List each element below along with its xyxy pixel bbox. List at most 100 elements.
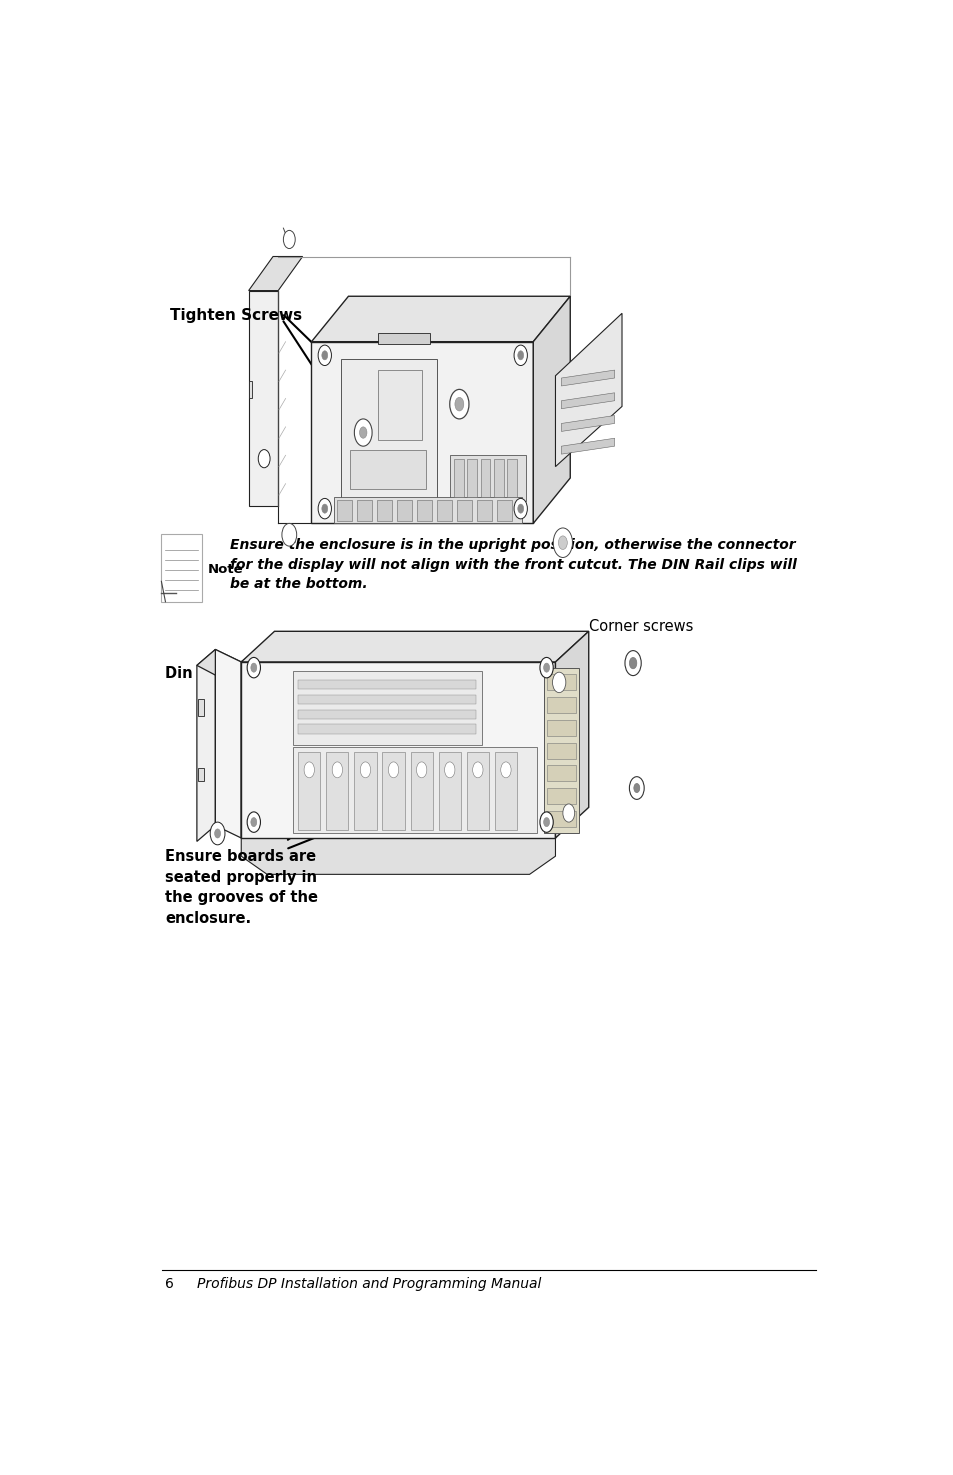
Polygon shape	[467, 459, 476, 497]
Polygon shape	[298, 709, 476, 718]
Circle shape	[629, 658, 636, 668]
Polygon shape	[298, 724, 476, 733]
Circle shape	[258, 450, 270, 468]
Circle shape	[500, 763, 511, 777]
Text: Corner screws: Corner screws	[588, 618, 693, 634]
Circle shape	[543, 664, 549, 673]
Circle shape	[629, 777, 643, 799]
Polygon shape	[560, 438, 614, 454]
Polygon shape	[494, 459, 503, 497]
Polygon shape	[466, 752, 488, 830]
Polygon shape	[341, 358, 436, 500]
Polygon shape	[241, 631, 588, 662]
Polygon shape	[350, 450, 426, 490]
Circle shape	[214, 829, 220, 838]
Polygon shape	[215, 649, 241, 838]
Text: Note: Note	[208, 562, 243, 575]
Polygon shape	[533, 296, 570, 524]
Polygon shape	[438, 752, 460, 830]
Circle shape	[247, 811, 260, 832]
Polygon shape	[311, 342, 533, 524]
Polygon shape	[450, 456, 525, 500]
Circle shape	[321, 504, 328, 513]
Polygon shape	[196, 649, 241, 678]
Circle shape	[251, 817, 256, 826]
Polygon shape	[357, 500, 372, 521]
Polygon shape	[241, 838, 555, 875]
Circle shape	[210, 822, 225, 845]
Circle shape	[624, 650, 640, 676]
Polygon shape	[416, 500, 432, 521]
Polygon shape	[298, 695, 476, 704]
Polygon shape	[507, 459, 517, 497]
Polygon shape	[555, 313, 621, 466]
Polygon shape	[293, 671, 481, 745]
Polygon shape	[382, 752, 404, 830]
Polygon shape	[480, 459, 490, 497]
Polygon shape	[241, 645, 555, 679]
Polygon shape	[546, 674, 576, 690]
Circle shape	[558, 535, 567, 550]
Polygon shape	[293, 748, 537, 833]
Polygon shape	[454, 459, 463, 497]
Circle shape	[517, 504, 523, 513]
Polygon shape	[546, 742, 576, 758]
Polygon shape	[544, 668, 578, 833]
Polygon shape	[495, 752, 517, 830]
Polygon shape	[249, 382, 252, 398]
Polygon shape	[196, 649, 215, 841]
Polygon shape	[497, 500, 512, 521]
Circle shape	[553, 528, 572, 558]
Polygon shape	[241, 645, 267, 838]
Polygon shape	[198, 767, 204, 782]
Text: Profibus DP Installation and Programming Manual: Profibus DP Installation and Programming…	[196, 1277, 540, 1291]
Circle shape	[444, 763, 455, 777]
Circle shape	[388, 763, 398, 777]
Polygon shape	[546, 766, 576, 782]
Text: Tighten Screws: Tighten Screws	[170, 308, 301, 323]
Circle shape	[455, 397, 463, 412]
Polygon shape	[298, 752, 320, 830]
Polygon shape	[249, 291, 278, 506]
Polygon shape	[476, 500, 492, 521]
Text: Ensure boards are
seated properly in
the grooves of the
enclosure.: Ensure boards are seated properly in the…	[165, 850, 317, 926]
Circle shape	[514, 499, 527, 519]
Polygon shape	[560, 370, 614, 386]
Circle shape	[317, 345, 331, 366]
Polygon shape	[354, 752, 376, 830]
Polygon shape	[546, 788, 576, 804]
Text: Din Rail Clip: Din Rail Clip	[165, 665, 265, 681]
Circle shape	[543, 817, 549, 826]
Circle shape	[283, 230, 294, 249]
Circle shape	[332, 763, 342, 777]
Polygon shape	[396, 500, 412, 521]
Circle shape	[633, 783, 639, 792]
Polygon shape	[334, 497, 521, 524]
Polygon shape	[311, 296, 570, 342]
Circle shape	[552, 673, 565, 693]
Circle shape	[539, 811, 553, 832]
Circle shape	[354, 419, 372, 445]
Polygon shape	[241, 662, 555, 838]
Circle shape	[304, 763, 314, 777]
Polygon shape	[161, 534, 202, 602]
Polygon shape	[377, 332, 429, 344]
Polygon shape	[560, 392, 614, 409]
Polygon shape	[410, 752, 433, 830]
Polygon shape	[198, 699, 204, 717]
Polygon shape	[249, 257, 302, 291]
Circle shape	[416, 763, 426, 777]
Circle shape	[539, 658, 553, 678]
Circle shape	[360, 763, 370, 777]
Polygon shape	[560, 416, 614, 431]
Circle shape	[359, 426, 367, 438]
Circle shape	[514, 345, 527, 366]
Polygon shape	[377, 370, 422, 441]
Polygon shape	[546, 811, 576, 826]
Polygon shape	[555, 631, 588, 838]
Polygon shape	[456, 500, 472, 521]
Polygon shape	[326, 752, 348, 830]
Circle shape	[247, 658, 260, 678]
Circle shape	[251, 664, 256, 673]
Circle shape	[281, 524, 296, 546]
